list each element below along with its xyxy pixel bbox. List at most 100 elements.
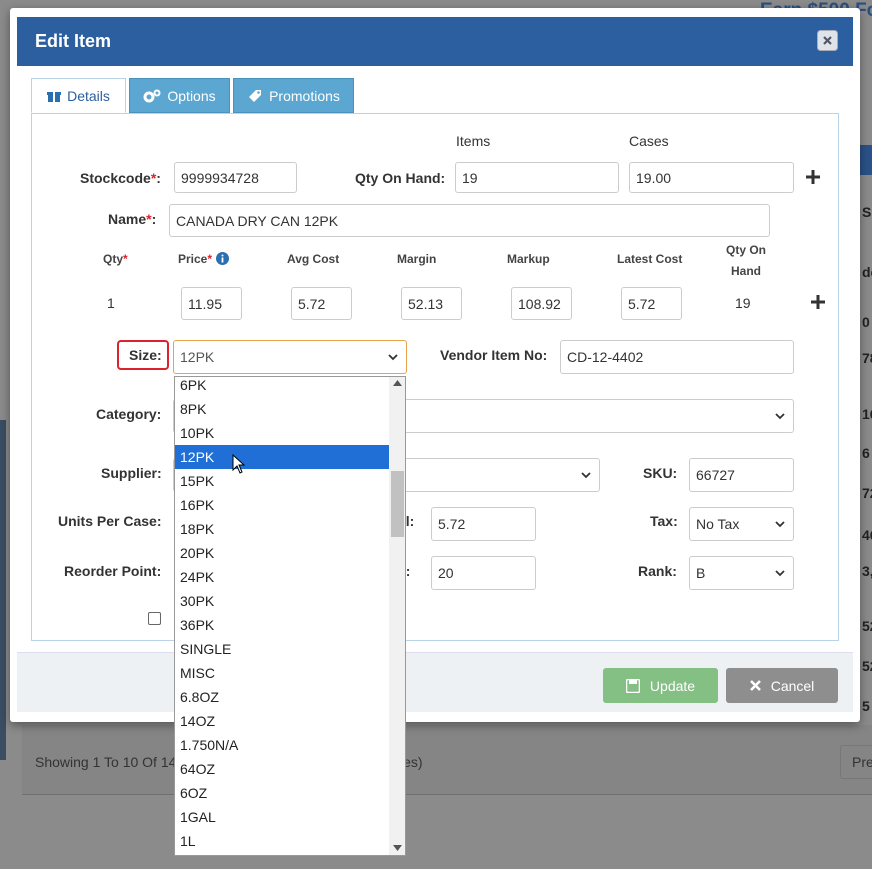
background-cell: 3, xyxy=(862,563,872,579)
label-text: Name xyxy=(108,211,147,227)
dropdown-option[interactable]: 6PK xyxy=(180,377,207,393)
dropdown-option[interactable]: 6.8OZ xyxy=(180,689,219,705)
text-input[interactable]: 9999934728 xyxy=(174,162,297,193)
tab-label: Details xyxy=(67,87,110,104)
size-select[interactable]: 12PK xyxy=(173,340,407,374)
text-input[interactable]: 108.92 xyxy=(511,287,572,320)
dropdown-option[interactable]: 1GAL xyxy=(180,809,216,825)
modal-title: Edit Item xyxy=(35,31,112,51)
text-input[interactable]: 5.72 xyxy=(621,287,682,320)
cancel-button[interactable]: Cancel xyxy=(726,668,838,703)
scroll-thumb[interactable] xyxy=(391,471,404,537)
text-input[interactable]: CANADA DRY CAN 12PK xyxy=(169,204,770,237)
tax-select[interactable]: No Tax xyxy=(689,507,794,541)
info-icon[interactable] xyxy=(216,252,230,265)
column-header: Qty On Hand xyxy=(725,243,766,278)
table-footer xyxy=(22,725,872,795)
button-label: Update xyxy=(649,677,696,694)
text-input[interactable]: 5.72 xyxy=(431,507,536,541)
background-cell: 52 xyxy=(862,618,872,634)
background-cell: 6 xyxy=(862,445,870,461)
field-label: Qty On Hand: xyxy=(355,170,446,186)
tab-details[interactable]: Details xyxy=(31,78,126,113)
dropdown-option[interactable]: 1.750N/A xyxy=(180,737,239,753)
required-mark: * xyxy=(123,252,128,266)
dropdown-option[interactable]: 1L xyxy=(180,833,196,849)
required-mark: * xyxy=(146,211,152,227)
tab-label: Options xyxy=(167,87,216,104)
field-label: Rank: xyxy=(638,563,677,579)
text-input[interactable]: 52.13 xyxy=(401,287,462,320)
column-header: Price* xyxy=(178,250,230,268)
label-text: Price xyxy=(178,252,208,266)
scroll-up[interactable] xyxy=(393,380,402,386)
dropdown-option[interactable]: 10PK xyxy=(180,425,215,441)
text-input[interactable]: 5.72 xyxy=(291,287,352,320)
dropdown-option[interactable]: 20PK xyxy=(180,545,215,561)
label-text: Qty xyxy=(103,252,124,266)
background-cell: de xyxy=(862,264,872,280)
add-button[interactable] xyxy=(806,170,820,184)
pager-text: Pre xyxy=(852,754,872,770)
text-input[interactable]: 19 xyxy=(455,162,619,193)
add-button[interactable] xyxy=(811,295,825,309)
field-label: Supplier: xyxy=(101,465,162,481)
dropdown-option[interactable]: 6OZ xyxy=(180,785,208,801)
field-label: Category: xyxy=(96,406,162,422)
text-input[interactable]: CD-12-4402 xyxy=(560,340,794,374)
header-strip xyxy=(860,145,872,175)
required-mark: * xyxy=(150,170,157,186)
modal-header xyxy=(17,17,853,66)
pager-button[interactable] xyxy=(840,745,872,779)
text-input[interactable]: 19.00 xyxy=(629,162,794,193)
dropdown-option[interactable]: 16PK xyxy=(180,497,215,513)
dropdown-option[interactable]: 24PK xyxy=(180,569,215,585)
background-cell: 78 xyxy=(862,350,872,366)
select-value: No Tax xyxy=(696,516,740,532)
background-cell: 52 xyxy=(862,658,872,674)
dropdown-option[interactable]: 30PK xyxy=(180,593,215,609)
background-cell: S xyxy=(862,204,872,220)
field-label: Vendor Item No: xyxy=(440,347,548,363)
field-label: Name*: xyxy=(108,210,156,228)
text-input[interactable]: 20 xyxy=(431,556,536,590)
button-label: Cancel xyxy=(770,677,815,694)
label-text: Latest Cost xyxy=(617,252,683,266)
update-button[interactable]: Update xyxy=(603,668,718,703)
dropdown-option[interactable]: 64OZ xyxy=(180,761,216,777)
dropdown-option[interactable]: 18PK xyxy=(180,521,215,537)
background-cell: 5 xyxy=(862,698,870,714)
tab-promotions[interactable]: Promotions xyxy=(233,78,354,113)
column-header: Qty* xyxy=(103,250,128,268)
dropdown-option[interactable]: 14OZ xyxy=(180,713,216,729)
background-cell: 46 xyxy=(862,527,872,543)
field-label: SKU: xyxy=(643,465,678,481)
colon: : xyxy=(156,170,161,186)
dropdown-option[interactable]: SINGLE xyxy=(180,641,232,657)
column-header: Latest Cost xyxy=(617,250,682,268)
side-strip xyxy=(0,420,6,760)
pricing-value: 19 xyxy=(735,295,751,311)
close-button[interactable] xyxy=(817,30,838,51)
dropdown-option[interactable]: 15PK xyxy=(180,473,215,489)
dropdown-option[interactable]: 12PK xyxy=(175,445,389,469)
scroll-down[interactable] xyxy=(393,845,402,851)
text-input[interactable]: 66727 xyxy=(689,458,794,492)
label-text: Stockcode xyxy=(80,170,151,186)
checkbox[interactable] xyxy=(148,612,161,625)
field-label: Tax: xyxy=(650,513,678,529)
column-header: Avg Cost xyxy=(287,250,339,268)
dropdown-option[interactable]: MISC xyxy=(180,665,215,681)
background-cell: 72 xyxy=(862,485,872,501)
tab-panel xyxy=(31,113,839,641)
required-mark: * xyxy=(207,252,213,266)
rank-select[interactable]: B xyxy=(689,556,794,590)
column-header: Items xyxy=(456,133,491,149)
dropdown-option[interactable]: 36PK xyxy=(180,617,215,633)
label-text: Avg Cost xyxy=(287,252,340,266)
dropdown-option[interactable]: 8PK xyxy=(180,401,207,417)
dropdown-list: 6PK 8PK 10PK 12PK 15PK 16PK 18PK 20PK 24PK 30PK 36… xyxy=(174,376,406,856)
column-header: Cases xyxy=(629,133,669,149)
tab-options[interactable]: Options xyxy=(129,78,230,113)
text-input[interactable]: 11.95 xyxy=(181,287,242,320)
